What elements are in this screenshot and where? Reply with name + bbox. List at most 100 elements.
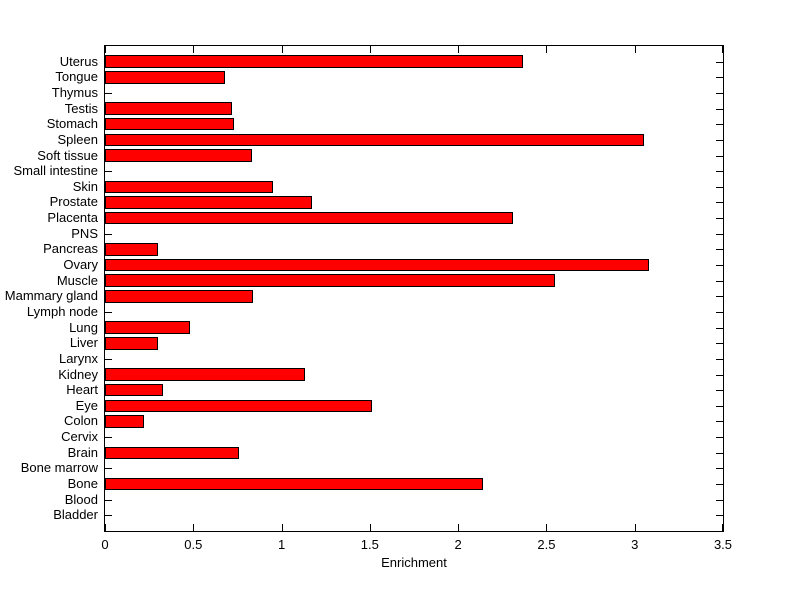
y-tick-mark	[716, 281, 723, 282]
y-tick-mark	[716, 406, 723, 407]
y-axis-label: Cervix	[61, 429, 98, 445]
plot-area	[104, 45, 724, 532]
x-tick-mark	[546, 46, 547, 53]
y-tick-mark	[716, 453, 723, 454]
y-axis-label: Pancreas	[43, 241, 98, 257]
y-tick-mark	[716, 249, 723, 250]
y-tick-mark	[105, 359, 112, 360]
y-axis-label: Small intestine	[13, 163, 98, 179]
y-tick-mark	[716, 218, 723, 219]
bar	[105, 196, 312, 209]
y-tick-mark	[716, 109, 723, 110]
bar	[105, 446, 240, 460]
x-axis-tick-label: 3	[631, 537, 639, 552]
x-tick-mark	[193, 524, 194, 531]
y-tick-mark	[716, 375, 723, 376]
y-tick-mark	[716, 390, 723, 391]
x-axis-tick-label: 1	[277, 537, 286, 552]
y-axis-label: Lymph node	[26, 303, 98, 319]
bar	[105, 133, 644, 147]
y-axis-label: Bone	[67, 476, 98, 492]
bar	[105, 321, 190, 334]
y-tick-mark	[716, 187, 723, 188]
y-tick-mark	[716, 437, 723, 438]
y-tick-mark	[716, 171, 723, 172]
bar	[105, 368, 305, 381]
y-tick-mark	[716, 234, 723, 235]
x-tick-mark	[370, 46, 371, 53]
x-axis-tick-label: 3.5	[713, 537, 733, 552]
bar	[105, 117, 234, 131]
y-tick-mark	[716, 265, 723, 266]
y-axis-label: Bladder	[53, 507, 98, 523]
bar	[105, 399, 372, 413]
bar	[105, 383, 164, 397]
y-tick-mark	[716, 140, 723, 141]
bar	[105, 337, 158, 350]
y-axis-label: Tongue	[55, 69, 98, 85]
y-tick-mark	[716, 343, 723, 344]
y-tick-mark	[716, 484, 723, 485]
y-axis-label: Stomach	[46, 116, 98, 132]
y-tick-mark	[105, 171, 112, 172]
x-tick-mark	[635, 46, 636, 53]
x-tick-mark	[546, 524, 547, 531]
y-axis-label: Liver	[69, 335, 98, 351]
y-axis-label: Eye	[75, 397, 98, 413]
y-tick-mark	[716, 500, 723, 501]
y-axis-label: Soft tissue	[37, 147, 98, 163]
y-tick-mark	[716, 156, 723, 157]
y-tick-mark	[105, 234, 112, 235]
y-tick-mark	[716, 296, 723, 297]
bar	[105, 290, 254, 303]
y-tick-mark	[105, 468, 112, 469]
y-tick-mark	[105, 515, 112, 516]
y-axis-label: Uterus	[59, 53, 98, 69]
x-tick-mark	[458, 46, 459, 53]
y-tick-mark	[716, 77, 723, 78]
y-axis-label: Mammary gland	[4, 288, 98, 304]
y-tick-mark	[105, 93, 112, 94]
x-axis-tick-label: 2.5	[537, 537, 556, 552]
y-axis-label: Heart	[66, 382, 98, 398]
y-axis-label: Lung	[69, 319, 98, 335]
x-tick-mark	[722, 46, 723, 53]
x-axis-tick-label: 2	[454, 537, 462, 552]
y-tick-mark	[716, 62, 723, 63]
bar	[105, 243, 158, 256]
y-tick-mark	[716, 93, 723, 94]
y-tick-mark	[105, 312, 112, 313]
bar	[105, 477, 483, 491]
x-tick-mark	[458, 524, 459, 531]
x-tick-mark	[193, 46, 194, 53]
y-tick-mark	[716, 359, 723, 360]
y-axis-label: Bone marrow	[20, 460, 98, 476]
y-axis-label: Larynx	[58, 350, 98, 366]
y-axis-label: Testis	[64, 100, 98, 116]
y-axis-label: Thymus	[51, 84, 98, 100]
y-axis-label: Skin	[72, 178, 98, 194]
y-tick-mark	[716, 328, 723, 329]
x-axis-title: Enrichment	[381, 555, 447, 570]
bar	[105, 274, 556, 287]
y-tick-mark	[716, 202, 723, 203]
x-tick-mark	[105, 46, 106, 53]
bar	[105, 71, 226, 84]
bar	[105, 180, 273, 194]
y-axis-label: Spleen	[57, 131, 98, 147]
bar	[105, 258, 649, 272]
bar	[105, 211, 513, 225]
x-tick-mark	[282, 46, 283, 53]
y-tick-mark	[105, 437, 112, 438]
bar	[105, 415, 144, 428]
y-tick-mark	[716, 124, 723, 125]
x-tick-mark	[635, 524, 636, 531]
y-tick-mark	[105, 500, 112, 501]
y-axis-label: Muscle	[56, 272, 98, 288]
x-tick-mark	[105, 524, 106, 531]
x-tick-mark	[722, 524, 723, 531]
y-axis-label: Kidney	[58, 366, 98, 382]
y-tick-mark	[716, 515, 723, 516]
y-axis-label: PNS	[71, 225, 98, 241]
